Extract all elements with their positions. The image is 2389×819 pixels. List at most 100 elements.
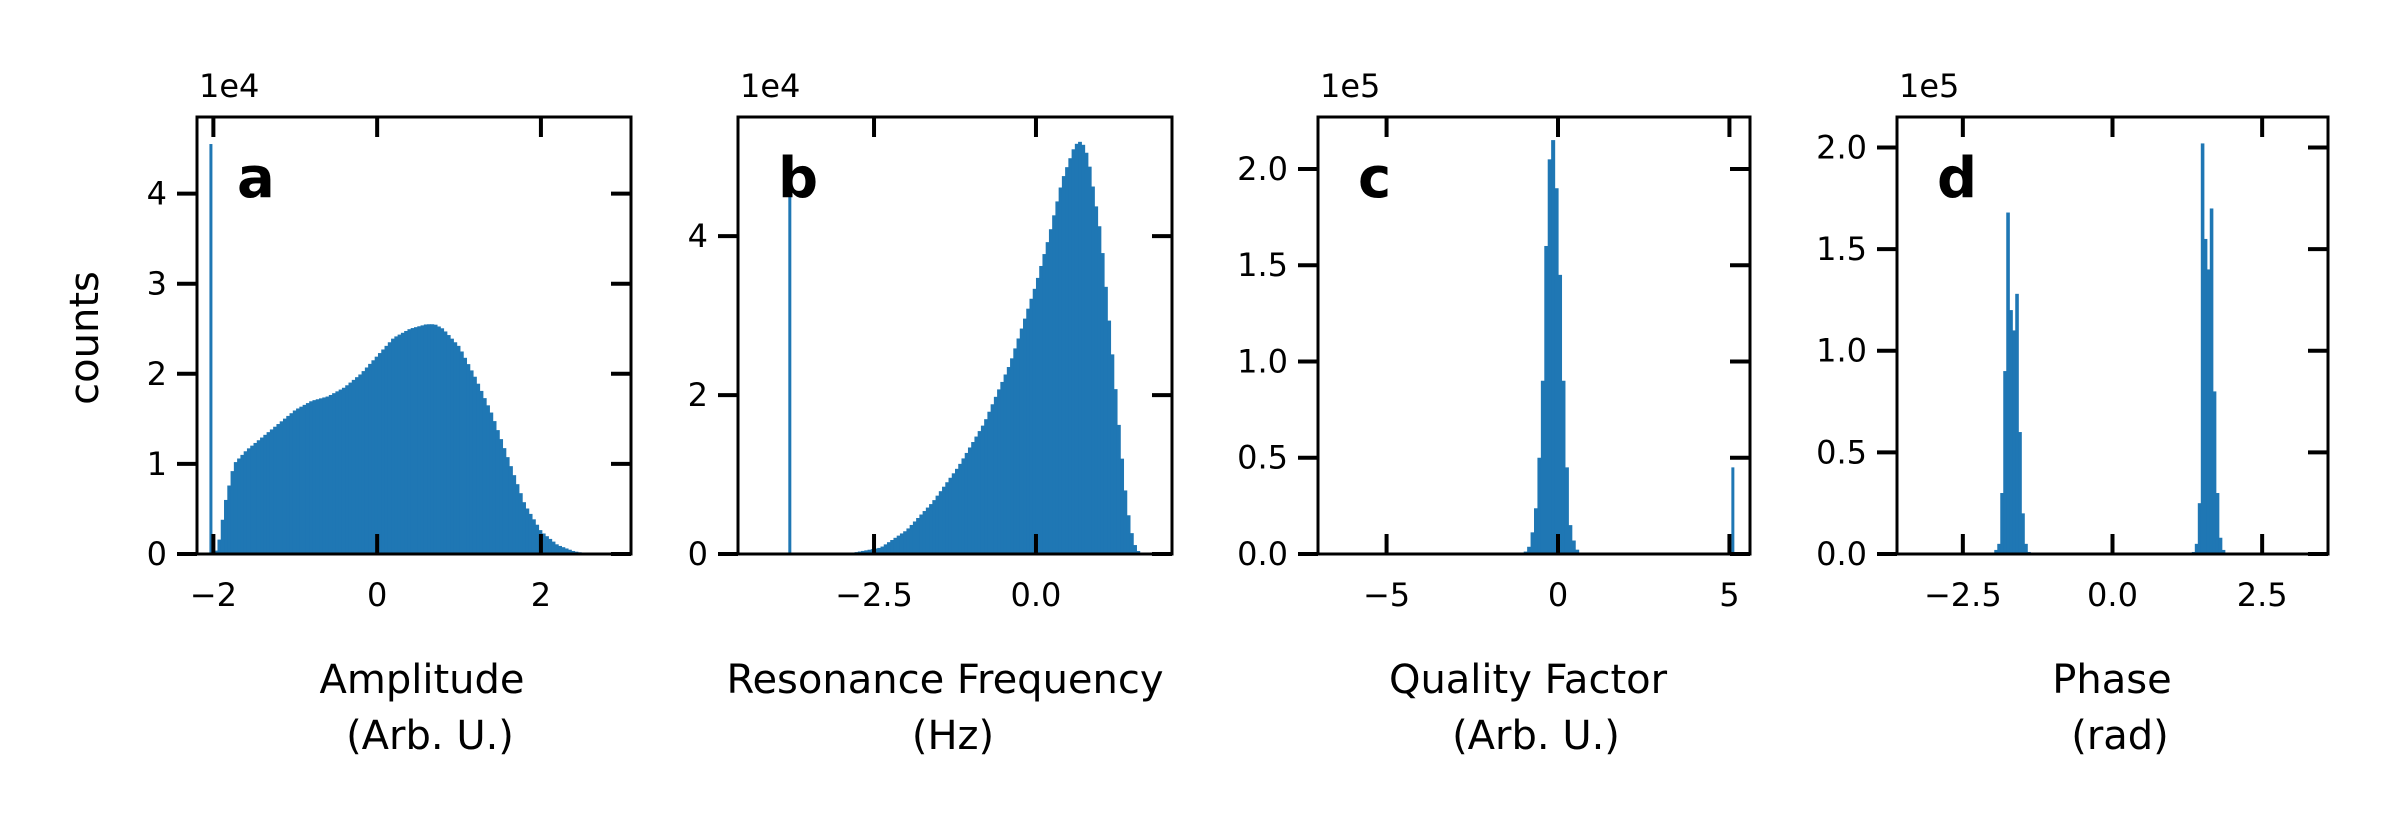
spike-bar xyxy=(209,144,213,554)
histogram-bar xyxy=(551,541,556,554)
histogram-bar xyxy=(1551,140,1556,554)
histogram-bar xyxy=(1039,265,1044,554)
histogram-bar xyxy=(299,406,304,554)
histogram-bar xyxy=(948,477,953,554)
histogram-bar xyxy=(1055,201,1060,555)
histogram-bar xyxy=(1026,308,1031,554)
x-tick-label: 0 xyxy=(1548,576,1568,614)
x-axis-label-line: Amplitude xyxy=(320,657,525,703)
histogram-bar xyxy=(883,544,888,554)
histogram-bar xyxy=(273,426,278,554)
histogram-bar xyxy=(864,550,869,554)
histogram-bar xyxy=(253,442,258,554)
histogram-bar xyxy=(489,412,494,554)
histogram-bar xyxy=(984,419,988,554)
histogram-bar xyxy=(414,327,418,554)
histogram-bar xyxy=(348,382,353,554)
histogram-bar xyxy=(400,332,405,554)
histogram-bars xyxy=(1523,140,1735,555)
x-tick-label: 2.5 xyxy=(2237,576,2288,614)
histogram-bar xyxy=(967,447,972,554)
histogram-bar xyxy=(289,413,294,554)
histogram-bar xyxy=(1032,288,1037,554)
histogram-bar xyxy=(571,550,576,554)
histogram-bar xyxy=(1084,152,1089,554)
histogram-bar xyxy=(893,537,898,554)
histogram-bar xyxy=(499,439,504,554)
y-tick-label: 0.0 xyxy=(1816,535,1867,573)
y-tick-label: 1.0 xyxy=(1237,342,1288,380)
histogram-bars xyxy=(1994,143,2226,555)
histogram-bars xyxy=(788,141,1141,555)
histogram-bar xyxy=(2206,269,2211,554)
histogram-bar xyxy=(935,495,940,554)
histogram-bar xyxy=(1564,467,1569,554)
histogram-bar xyxy=(1530,532,1535,554)
histogram-bar xyxy=(990,404,995,554)
x-tick-label: −2.5 xyxy=(1924,576,2002,614)
histogram-bar xyxy=(1113,389,1118,554)
histogram-bar xyxy=(508,466,513,554)
histogram-bar xyxy=(1045,242,1050,554)
histogram-bar xyxy=(1129,533,1134,554)
histogram-bar xyxy=(260,437,264,554)
panel-b: −2.5 0.0 0 2 4 1e4 b Resonance Frequency (Hz) xyxy=(688,67,1174,759)
histogram-bar xyxy=(305,403,310,554)
axes-frame xyxy=(1316,115,1752,556)
histogram-bar xyxy=(1048,229,1053,555)
histogram-bar xyxy=(1126,515,1131,554)
histogram-bar xyxy=(1103,286,1108,554)
histogram-bar xyxy=(1571,540,1576,554)
histogram-bar xyxy=(459,351,464,554)
histogram-bar xyxy=(964,452,969,554)
histogram-bar xyxy=(2212,391,2217,554)
x-axis-label-line: Quality Factor xyxy=(1389,657,1668,703)
histogram-bar xyxy=(322,397,327,554)
histogram-bar xyxy=(1540,380,1545,554)
histogram-bar xyxy=(296,408,300,554)
histogram-bar xyxy=(446,335,451,554)
histogram-bar xyxy=(482,398,487,554)
histogram-bar xyxy=(371,360,376,554)
histogram-bar xyxy=(1544,245,1549,555)
histogram-bar xyxy=(374,356,379,554)
histogram-bar xyxy=(1058,187,1063,554)
histogram-bar xyxy=(368,363,373,554)
histogram-bar xyxy=(338,389,343,554)
panel-a: −2 0 2 0 1 2 3 4 1e4 a Amplitude (Arb. U.) xyxy=(147,67,633,759)
x-tick-label: −5 xyxy=(1363,576,1410,614)
x-tick-label: 0.0 xyxy=(1011,576,1062,614)
panel-d: −2.5 0.0 2.5 0.0 0.5 1.0 1.5 2.0 1e5 d Phase (rad) xyxy=(1816,67,2330,759)
histogram-bar xyxy=(558,545,562,554)
x-axis-label: Phase (rad) xyxy=(2052,657,2171,759)
histogram-bar xyxy=(545,536,549,554)
histogram-bar xyxy=(227,485,232,554)
histogram-bar xyxy=(361,371,366,554)
histogram-bar xyxy=(906,528,911,554)
y-tick-label: 0.5 xyxy=(1237,439,1288,477)
histogram-bar xyxy=(1035,277,1040,554)
y-tick-label: 2 xyxy=(147,355,167,393)
histogram-bar xyxy=(916,518,920,554)
histogram-bar xyxy=(315,399,320,554)
histogram-bar xyxy=(1534,508,1539,554)
histogram-bar xyxy=(993,396,998,554)
histogram-bar xyxy=(427,324,431,554)
histogram-bar xyxy=(938,491,943,554)
panel-letter: b xyxy=(778,146,818,211)
histogram-bar xyxy=(997,389,1001,554)
histogram-bar xyxy=(867,549,872,554)
y-tick-label: 4 xyxy=(147,175,167,213)
x-axis-label-line: (rad) xyxy=(2071,713,2169,759)
histogram-bar xyxy=(1527,546,1532,554)
histogram-bar xyxy=(263,434,268,554)
histogram-bar xyxy=(909,524,914,554)
histogram-bar xyxy=(443,331,448,554)
histogram-bar xyxy=(224,499,228,554)
histogram-bar xyxy=(945,482,950,554)
histogram-bar xyxy=(971,442,976,554)
histogram-bar xyxy=(302,404,307,554)
panels: −2 0 2 0 1 2 3 4 1e4 a Amplitude (Arb. U.) −2.5 0.0 0 2… xyxy=(147,67,2330,759)
histogram-bar xyxy=(561,547,566,554)
histogram-bar xyxy=(861,550,865,554)
